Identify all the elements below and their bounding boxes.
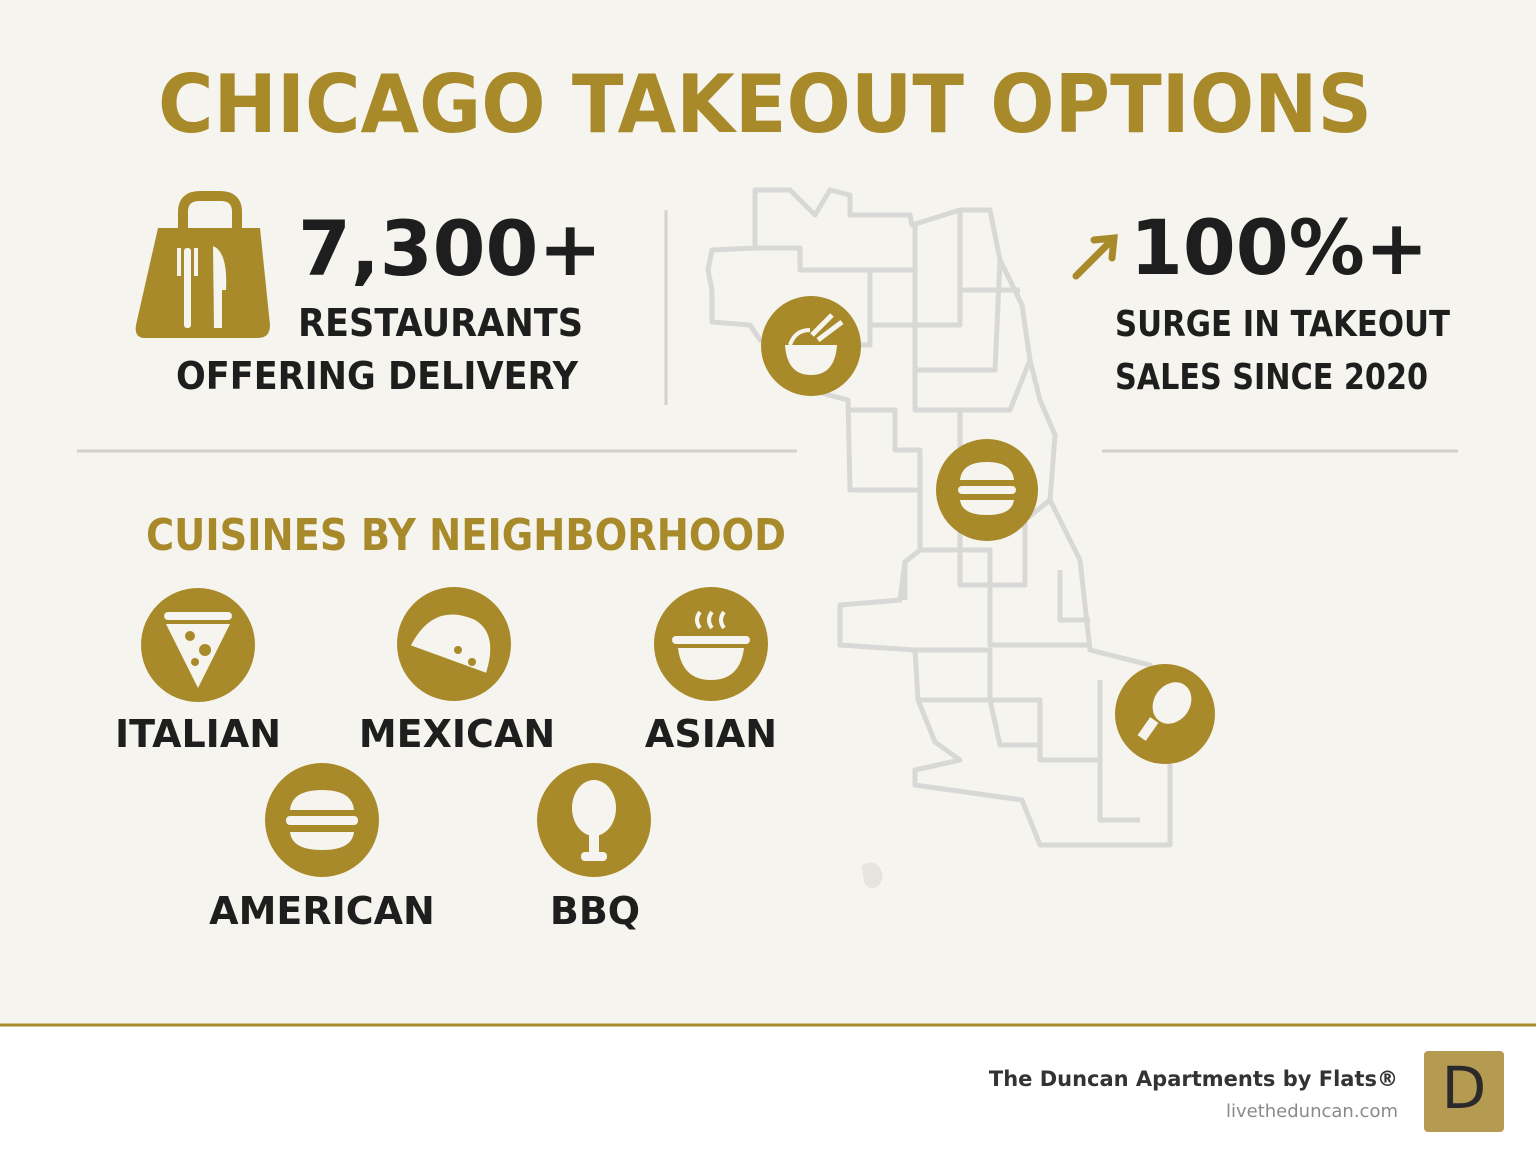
map-pin-bowl xyxy=(761,296,861,396)
stat-label: SALES SINCE 2020 xyxy=(1115,357,1428,398)
stat-label: RESTAURANTS xyxy=(298,301,583,345)
cuisine-label: AMERICAN xyxy=(209,889,435,933)
stat-number: 100%+ xyxy=(1130,203,1428,292)
cuisine-label: BBQ xyxy=(550,889,640,933)
stat-label: SURGE IN TAKEOUT xyxy=(1115,304,1450,345)
cuisine-label: ASIAN xyxy=(645,712,777,756)
footer xyxy=(0,1025,1536,1154)
cuisine-label: ITALIAN xyxy=(115,712,281,756)
section-title: CUISINES BY NEIGHBORHOOD xyxy=(146,510,786,561)
logo-letter: D xyxy=(1442,1054,1487,1122)
bag-icon xyxy=(135,191,270,338)
stat-number: 7,300+ xyxy=(298,204,602,293)
icon-taco xyxy=(397,587,511,701)
map-pin-burger xyxy=(936,439,1038,541)
map-pin-chicken xyxy=(1115,664,1215,764)
logo xyxy=(1424,1051,1504,1132)
icon-drumstick xyxy=(537,763,651,877)
cuisine-label: MEXICAN xyxy=(359,712,555,756)
cuisine-labels: ITALIAN MEXICAN ASIAN AMERICAN BBQ xyxy=(115,712,777,933)
background xyxy=(0,0,1536,1025)
title: CHICAGO TAKEOUT OPTIONS xyxy=(158,58,1372,151)
icon-pizza xyxy=(141,588,255,702)
footer-url: livetheduncan.com xyxy=(1226,1101,1398,1122)
footer-name: The Duncan Apartments by Flats® xyxy=(989,1067,1398,1091)
stat-label: OFFERING DELIVERY xyxy=(176,354,578,398)
map-blot xyxy=(862,862,883,889)
arrow-icon xyxy=(1072,234,1118,280)
icon-burger xyxy=(265,763,379,877)
icon-bowl xyxy=(654,587,768,701)
